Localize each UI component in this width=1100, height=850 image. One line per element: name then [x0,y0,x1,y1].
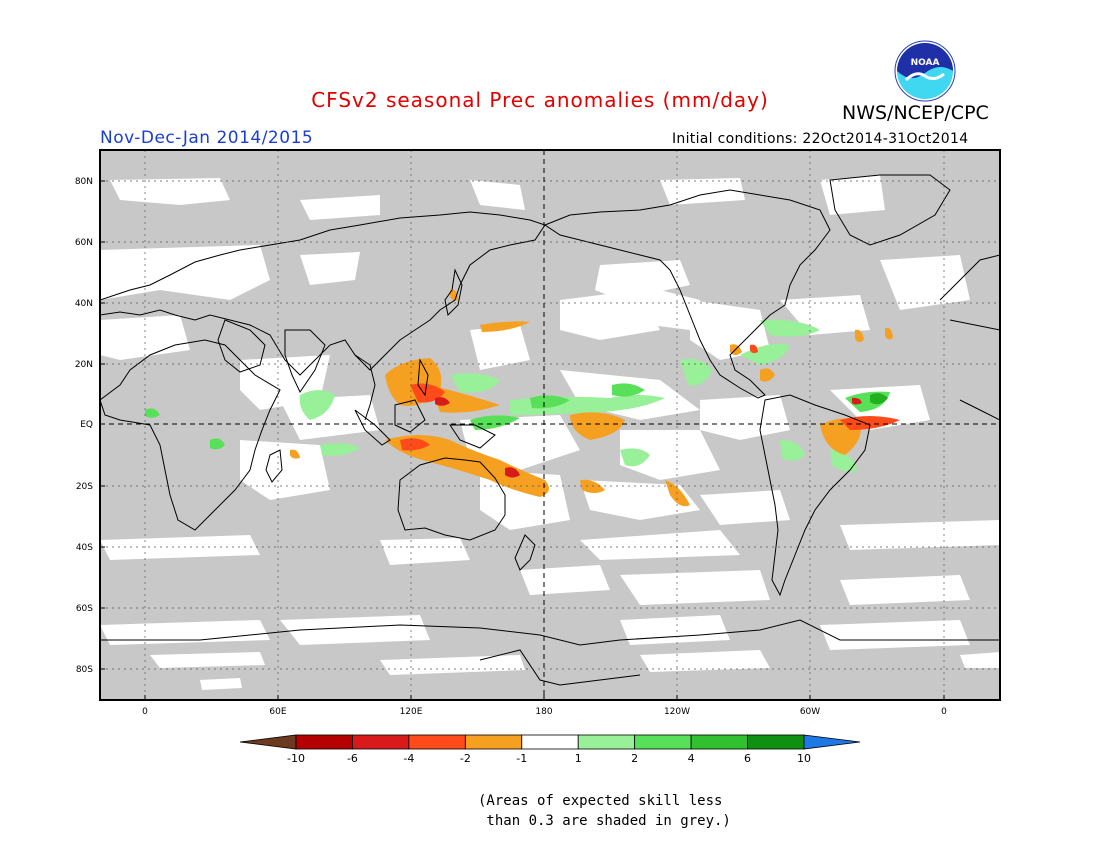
season-label: Nov-Dec-Jan 2014/2015 [100,128,314,148]
colorbar-segment [352,734,410,750]
colorbar-high-arrow [803,734,861,750]
colorbar-label: -4 [403,752,414,765]
footnote: (Areas of expected skill less than 0.3 a… [478,791,731,831]
lat-label: 60S [76,604,93,614]
coastlines [100,174,1000,686]
lat-label: 60N [75,238,93,248]
lon-label: 60E [269,707,286,717]
antarctica-outline [100,619,1000,646]
neutral-skill-areas [100,175,1000,690]
arabia-outline [217,319,266,373]
lat-label: 20N [75,360,93,370]
colorbar-label: -10 [287,752,305,765]
noaa-logo: NOAA [894,40,956,102]
new-guinea-outline [449,424,496,449]
lat-label: 80N [75,177,93,187]
europe-africa-repeat [939,254,1000,421]
lon-label: 120E [400,707,423,717]
colorbar-label: -2 [460,752,471,765]
colorbar-label: 4 [688,752,695,765]
australia-outline [397,457,506,541]
antarctica-inner [479,649,641,686]
north-america-outline [543,189,831,399]
colorbar-label: 2 [631,752,638,765]
chart-title-text: CFSv2 seasonal Prec anomalies (mm/day) [311,88,769,112]
logo-text: NOAA [911,58,940,68]
colorbar-label: -1 [516,752,527,765]
wet-anomaly-strong [870,393,888,405]
lon-label: 120W [664,707,690,717]
southeast-asia-outline [354,354,376,421]
map-frame [99,149,1001,701]
colorbar-segment [464,734,523,750]
colorbar-label: 1 [575,752,582,765]
colorbar-segment [747,734,805,750]
colorbar-label: 6 [744,752,751,765]
graticule [100,150,1000,700]
dry-anomaly-light [290,289,893,507]
lat-label: 80S [76,665,93,675]
chart-title: CFSv2 seasonal Prec anomalies (mm/day) [0,88,1100,112]
greenland-outline [829,174,951,246]
anomaly-fields [100,150,1000,700]
eurasia-outline [100,211,546,376]
agency-label: NWS/NCEP/CPC [842,102,989,124]
borneo-outline [394,399,426,433]
lat-label: 40N [75,299,93,309]
colorbar-label: 10 [797,752,811,765]
initial-conditions-label: Initial conditions: 22Oct2014-31Oct2014 [672,131,969,147]
india-outline [284,329,326,394]
colorbar-segment [408,734,466,750]
colorbar-segment [690,734,748,750]
south-america-outline [759,394,871,597]
colorbar: -10 -6 -4 -2 -1 1 2 4 6 10 [239,734,861,765]
colorbar-segment [577,734,636,750]
lon-label: 180 [535,707,552,717]
lat-label: 40S [76,543,93,553]
lon-label: 0 [941,707,947,717]
longitude-labels: 0 60E 120E 180 120W 60W 0 [142,695,947,717]
lat-label: 20S [76,482,93,492]
colorbar-segment [295,734,353,750]
lon-label: 60W [800,707,820,717]
colorbar-low-arrow [239,734,297,750]
colorbar-label: -6 [347,752,358,765]
footnote-line1: (Areas of expected skill less [478,793,723,809]
japan-outline [444,268,463,317]
philippines-outline [417,358,429,397]
lon-label: 0 [142,707,148,717]
dry-anomaly-strong [435,397,862,478]
colorbar-segment [634,734,692,750]
latitude-labels: 80N 60N 40N 20N EQ 20S 40S 60S 80S [75,177,105,675]
sumatra-outline [354,409,391,446]
footnote-line2: than 0.3 are shaded in grey.) [478,813,731,829]
new-zealand-outline [514,534,536,571]
colorbar-segment [521,734,579,750]
africa-outline [100,339,281,531]
lat-label: EQ [80,420,93,430]
